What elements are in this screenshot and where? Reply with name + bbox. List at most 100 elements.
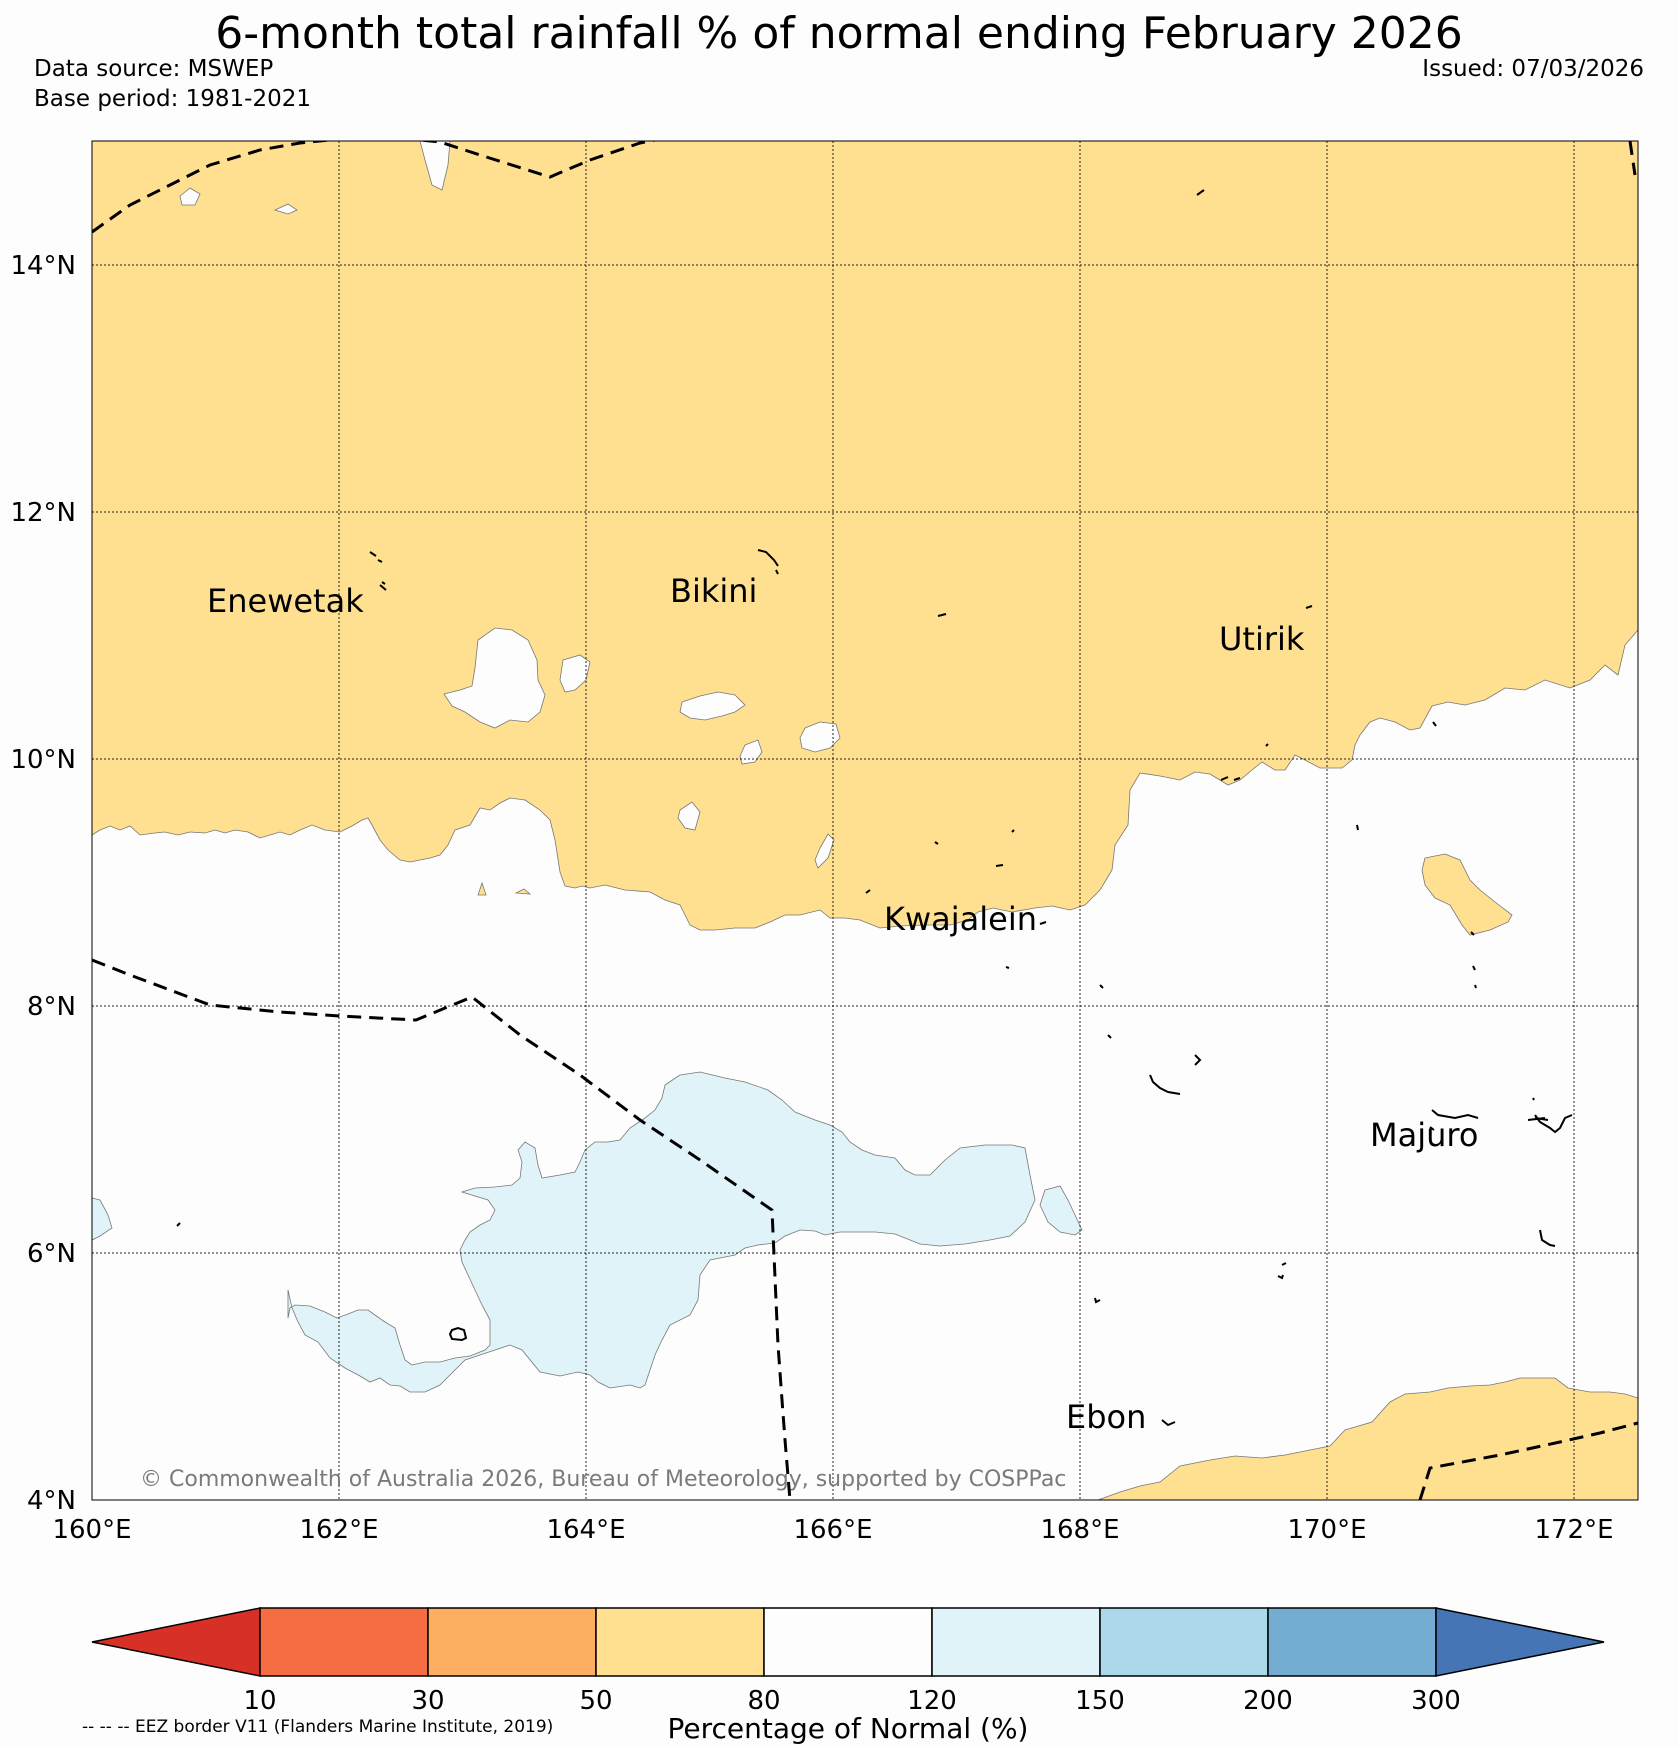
lon-label: 162°E (299, 1515, 378, 1545)
atoll-mark (1277, 1262, 1287, 1280)
lat-label: 12°N (10, 498, 76, 528)
latitude-labels: 14°N 12°N 10°N 8°N 6°N 4°N (10, 251, 76, 1516)
colorbar-segment-10-30 (259, 1607, 429, 1677)
wet-patch-west (92, 1197, 113, 1241)
copyright-notice: © Commonwealth of Australia 2026, Bureau… (140, 1467, 1066, 1492)
rainfall-field (92, 141, 1638, 1500)
colorbar-ticks: 10 30 50 80 120 150 200 300 (243, 1686, 1460, 1716)
normal-patch-9 (273, 203, 298, 215)
colorbar-label: Percentage of Normal (%) (668, 1712, 1029, 1745)
lon-label: 170°E (1287, 1515, 1366, 1545)
atoll-mark (757, 549, 779, 575)
atoll-mark (1094, 1297, 1101, 1304)
lat-label: 4°N (27, 1486, 76, 1516)
place-majuro: Majuro (1370, 1116, 1478, 1154)
atoll-mark (1011, 829, 1015, 833)
place-labels: Enewetak Bikini Utirik Kwajalein Majuro … (207, 572, 1478, 1436)
normal-patch-1 (443, 627, 546, 729)
colorbar-tick: 150 (1075, 1686, 1125, 1716)
atoll-mark (1539, 1229, 1556, 1247)
eez-border-south (1418, 1421, 1638, 1500)
colorbar-segment-50-80 (595, 1607, 765, 1677)
issued-date: Issued: 07/03/2026 (1422, 56, 1644, 82)
lon-label: 166°E (793, 1515, 872, 1545)
plot-frame (91, 140, 1639, 1501)
normal-patch-7 (814, 833, 835, 869)
atoll-mark (1305, 605, 1313, 609)
place-kwajalein: Kwajalein (884, 900, 1037, 938)
atoll-mark (1099, 984, 1104, 989)
normal-patch-3 (679, 691, 746, 721)
atoll-mark (1149, 1074, 1181, 1095)
atoll-mark (1161, 1419, 1176, 1427)
colorbar-tick: 200 (1243, 1686, 1293, 1716)
normal-patch-4 (799, 721, 841, 753)
normal-patch-2 (559, 654, 591, 693)
atoll-mark (1039, 921, 1047, 925)
wet-patch-east (1039, 1185, 1083, 1236)
place-utirik: Utirik (1219, 620, 1305, 658)
lon-label: 164°E (546, 1515, 625, 1545)
atoll-mark (1107, 1034, 1112, 1039)
colorbar-segment-30-50 (427, 1607, 597, 1677)
atoll-mark (1194, 1054, 1202, 1066)
map-title: 6-month total rainfall % of normal endin… (215, 8, 1463, 59)
data-source: Data source: MSWEP (34, 56, 274, 82)
lat-label: 6°N (27, 1239, 76, 1269)
lon-label: 168°E (1040, 1515, 1119, 1545)
atoll-mark (1429, 1126, 1435, 1131)
colorbar-tick: 10 (243, 1686, 276, 1716)
colorbar-segment-gt300 (1435, 1607, 1605, 1677)
atoll-mark (1220, 776, 1241, 781)
atoll-mark (1356, 824, 1359, 831)
lat-label: 8°N (27, 992, 76, 1022)
atoll-mark (1470, 931, 1477, 989)
eez-border-northeast (1628, 141, 1637, 176)
graticule (92, 141, 1638, 1500)
longitude-labels: 160°E 162°E 164°E 166°E 168°E 170°E 172°… (52, 1515, 1613, 1545)
lat-label: 14°N (10, 251, 76, 281)
eez-border-west (92, 958, 792, 1500)
colorbar-segment-200-300 (1267, 1607, 1437, 1677)
colorbar-tick: 80 (747, 1686, 780, 1716)
atoll-mark (1265, 743, 1269, 747)
place-enewetak: Enewetak (207, 582, 364, 620)
eez-legend-note: -- -- -- EEZ border V11 (Flanders Marine… (82, 1717, 553, 1737)
colorbar-tick: 50 (579, 1686, 612, 1716)
base-period: Base period: 1981-2021 (34, 86, 312, 112)
atoll-mark (865, 889, 871, 894)
dry-region-south (1097, 1377, 1638, 1500)
dry-patch-small-2 (514, 888, 532, 895)
normal-patch-10 (419, 141, 451, 191)
atoll-mark (995, 864, 1004, 867)
wet-region (287, 1071, 1036, 1393)
atoll-mark (937, 613, 947, 617)
place-ebon: Ebon (1066, 1398, 1146, 1436)
lon-label: 160°E (52, 1515, 131, 1545)
atoll-coastlines (176, 189, 1573, 1427)
colorbar-segment-lt10 (91, 1607, 261, 1677)
normal-patch-8 (179, 187, 201, 206)
colorbar-segment-80-120 (763, 1607, 933, 1677)
atoll-mark (934, 841, 939, 845)
colorbar (91, 1607, 1605, 1677)
atoll-mark (1432, 721, 1437, 727)
place-bikini: Bikini (670, 572, 757, 610)
atoll-mark (1196, 189, 1205, 196)
dry-patch-east (1421, 853, 1513, 936)
dry-patch-small-1 (477, 881, 487, 896)
atoll-mark (176, 1222, 181, 1227)
atoll-mark (379, 581, 387, 591)
atoll-mark (369, 551, 383, 563)
atoll-mark (1005, 966, 1010, 969)
colorbar-segment-120-150 (931, 1607, 1101, 1677)
colorbar-tick: 300 (1411, 1686, 1461, 1716)
colorbar-tick: 120 (907, 1686, 957, 1716)
dry-region-north (92, 141, 1638, 931)
normal-patch-5 (739, 739, 763, 765)
colorbar-segment-150-200 (1099, 1607, 1269, 1677)
eez-border-north (92, 141, 658, 234)
atoll-mark (1532, 1097, 1573, 1134)
colorbar-tick: 30 (411, 1686, 444, 1716)
